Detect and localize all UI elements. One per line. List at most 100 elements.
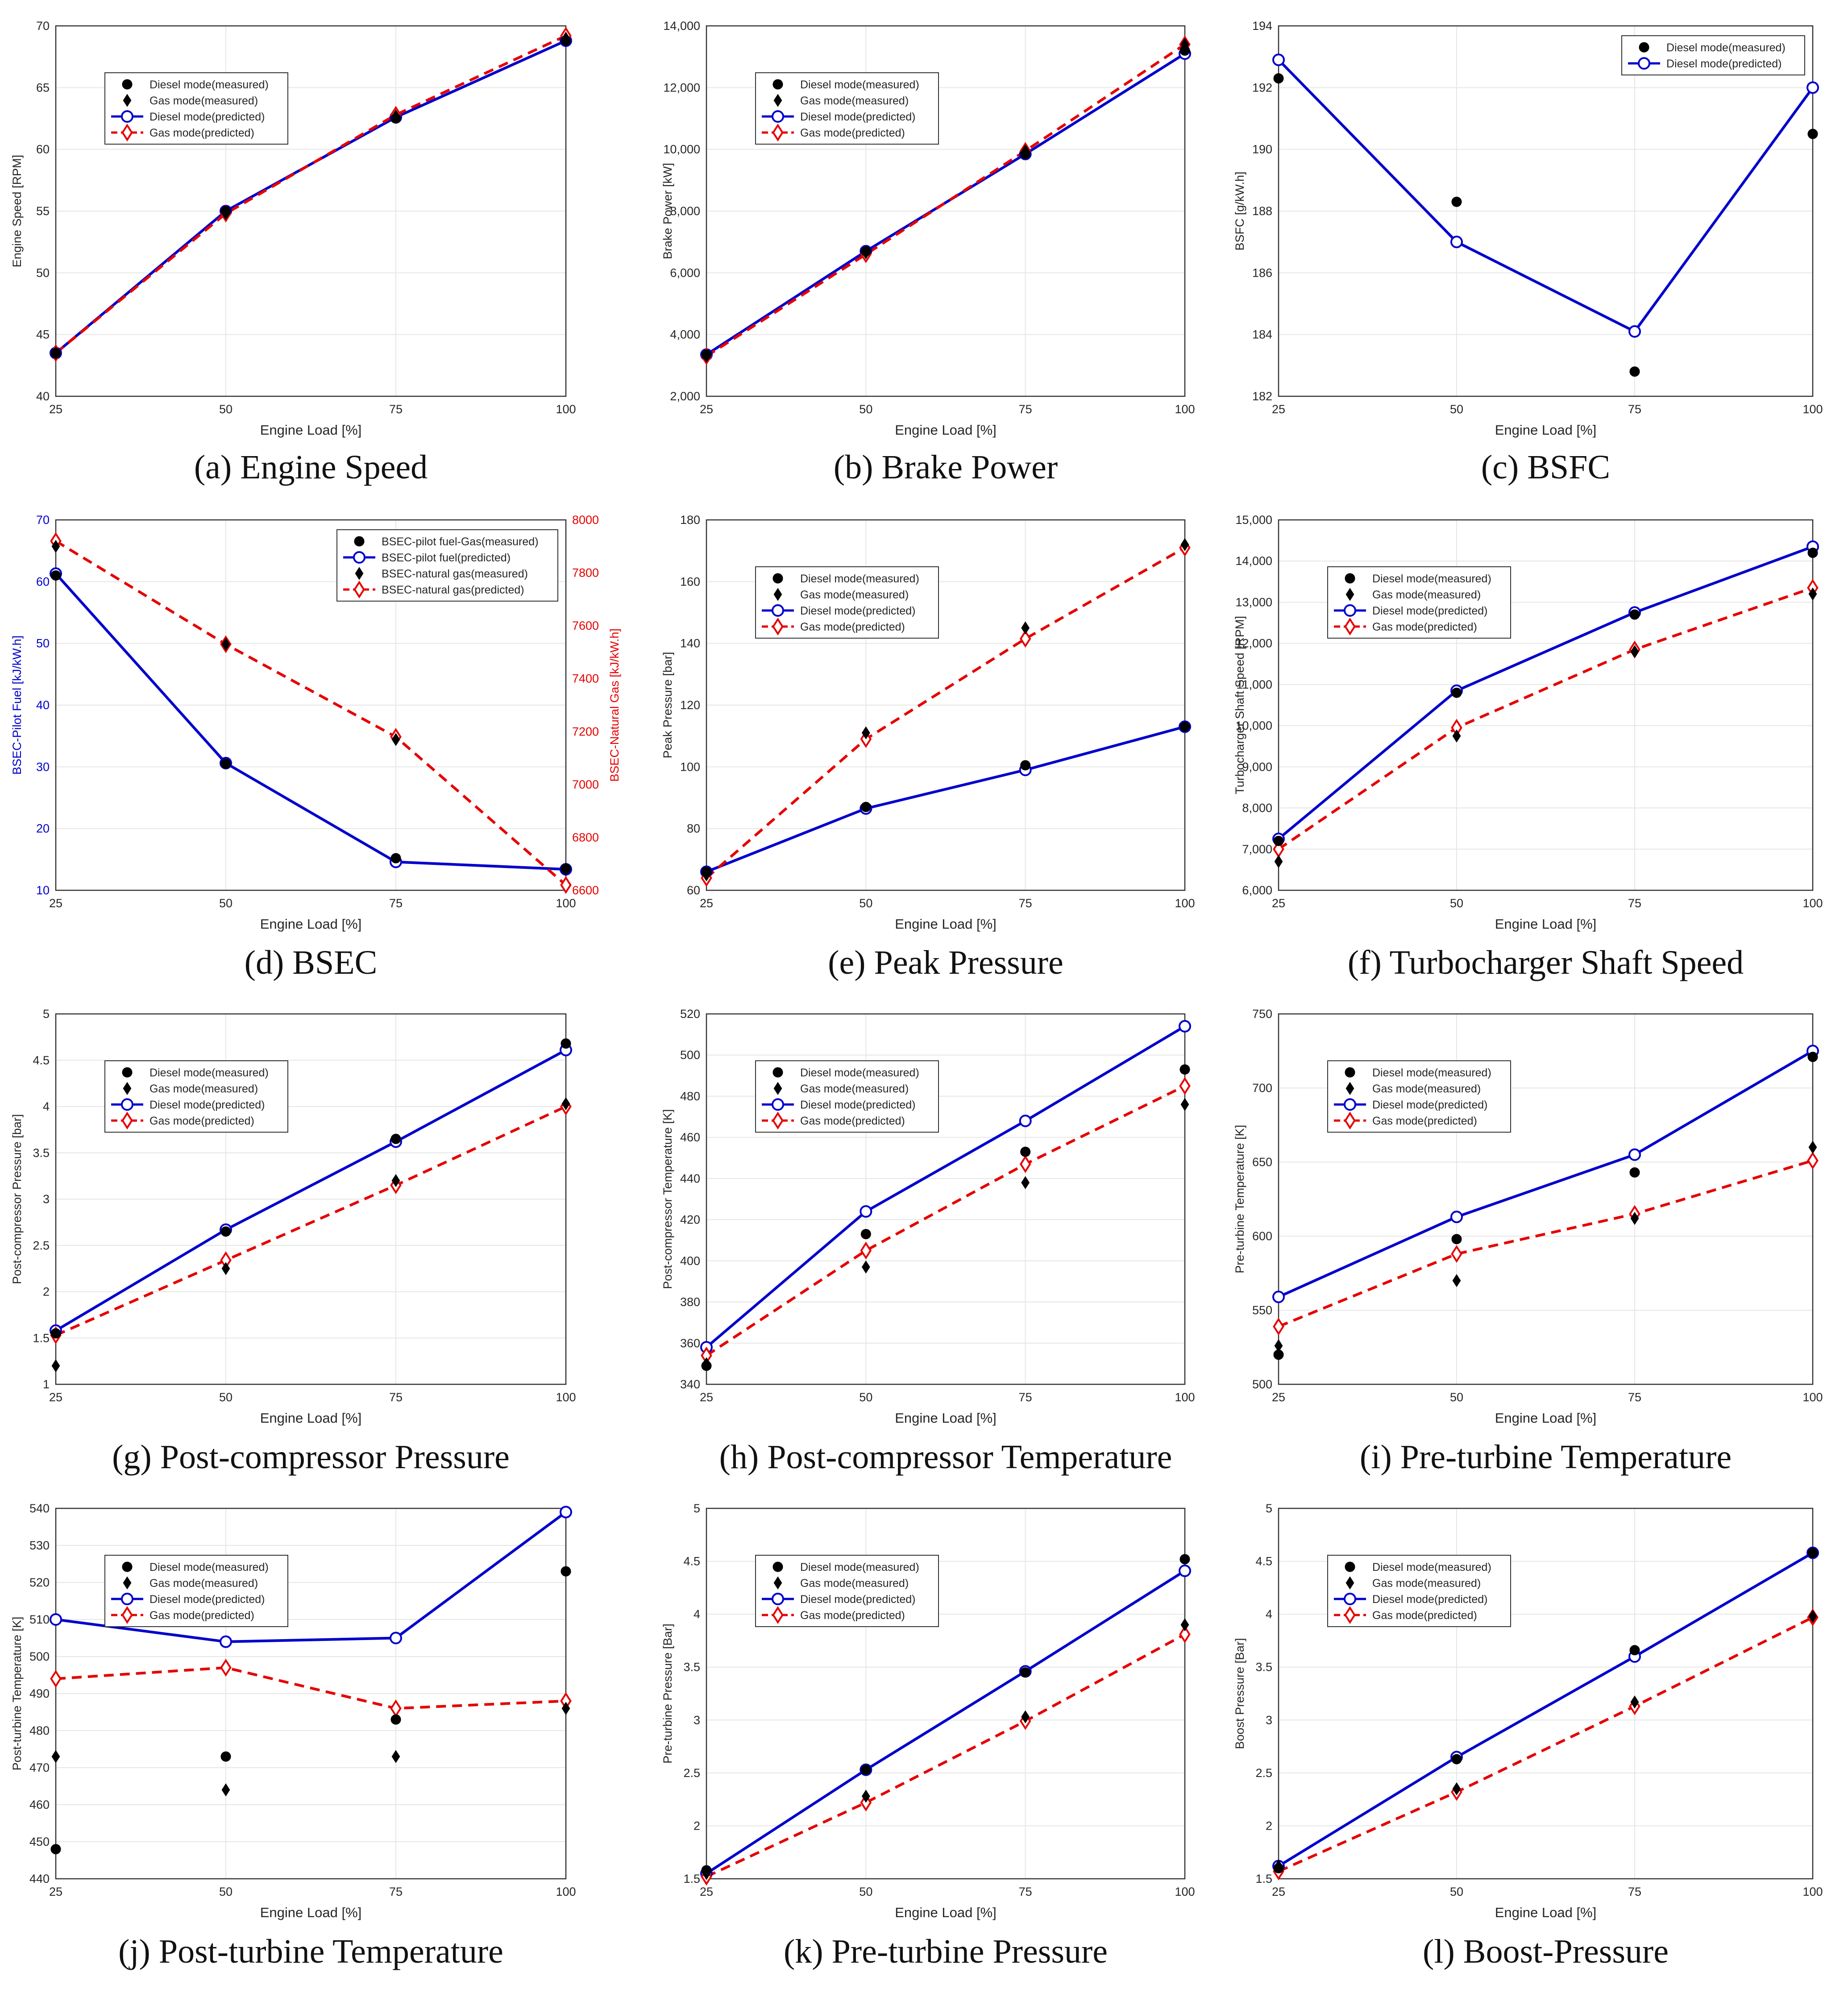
y-tick-label: 40 — [36, 698, 50, 712]
data-point — [1274, 855, 1283, 868]
data-point — [1450, 1210, 1463, 1223]
panel-caption: (k) Pre-turbine Pressure — [784, 1933, 1108, 1970]
data-point — [1179, 1625, 1191, 1644]
legend: Diesel mode(measured) Gas mode(measured) D… — [104, 72, 288, 145]
legend-label: Diesel mode(measured) — [150, 79, 269, 91]
data-point — [1180, 538, 1189, 552]
y-tick-label: 440 — [29, 1872, 50, 1885]
x-tick-label: 100 — [556, 897, 576, 910]
y-tick-label: 50 — [36, 637, 50, 650]
data-point — [391, 733, 400, 746]
legend-label: Diesel mode(measured) — [1372, 1561, 1491, 1574]
legend-label: Diesel mode(measured) — [800, 1561, 919, 1574]
y-tick-label: 70 — [36, 513, 50, 527]
y-tick-label: 4.5 — [1255, 1555, 1272, 1568]
x-axis-label: Engine Load [%] — [260, 422, 362, 438]
y-tick-label: 10,000 — [1235, 719, 1272, 732]
legend-label: Gas mode(measured) — [800, 95, 909, 107]
data-point — [51, 540, 60, 553]
x-tick-label: 50 — [859, 403, 872, 416]
legend-marker — [1346, 1082, 1354, 1095]
y-tick-label: 10,000 — [663, 143, 700, 156]
legend-marker — [1345, 573, 1355, 584]
series-line — [1277, 58, 1814, 333]
axes-frame — [706, 519, 1186, 891]
y-tick-label: 5 — [43, 1007, 50, 1021]
legend-marker — [123, 1576, 132, 1590]
data-point — [1021, 621, 1030, 635]
y-tick-label: 60 — [36, 575, 50, 588]
data-point — [221, 207, 230, 220]
legend-label: Diesel mode(measured) — [1372, 573, 1491, 585]
data-point — [1630, 645, 1639, 658]
x-tick-label: 50 — [219, 897, 233, 910]
y-right-tick-label: 7400 — [572, 672, 599, 685]
data-point — [1629, 366, 1640, 377]
legend-marker — [122, 1561, 133, 1572]
data-point — [1451, 687, 1462, 698]
y-tick-label: 490 — [29, 1687, 50, 1700]
x-tick-label: 75 — [389, 1885, 403, 1898]
legend-label: Gas mode(measured) — [150, 95, 258, 107]
y-axis-label: Pre-turbine Temperature [K] — [1233, 1125, 1246, 1274]
y-tick-label: 480 — [29, 1724, 50, 1737]
x-axis-label: Engine Load [%] — [1495, 1410, 1597, 1426]
y-tick-label: 45 — [36, 328, 50, 341]
y-tick-label: 3 — [1266, 1713, 1272, 1727]
series-line — [1278, 1616, 1814, 1873]
series-line — [706, 1570, 1186, 1875]
data-point — [390, 1714, 401, 1725]
legend-marker — [354, 536, 365, 547]
axes-frame — [1278, 519, 1814, 891]
x-axis-label: Engine Load [%] — [1495, 422, 1597, 438]
x-tick-label: 50 — [859, 1885, 872, 1898]
legend-marker — [772, 618, 784, 635]
y-tick-label: 3.5 — [1255, 1661, 1272, 1674]
legend-marker — [773, 588, 782, 601]
y-tick-label: 2.5 — [1255, 1766, 1272, 1780]
data-point — [702, 868, 711, 882]
x-tick-label: 75 — [1628, 1885, 1641, 1898]
data-point — [1021, 144, 1030, 158]
x-tick-label: 50 — [1450, 1885, 1463, 1898]
data-point — [1019, 1114, 1032, 1127]
data-point — [1020, 760, 1031, 771]
y-tick-label: 188 — [1252, 204, 1272, 218]
data-point — [391, 1750, 400, 1763]
legend: Diesel mode(measured) Gas mode(measured) D… — [755, 72, 939, 145]
x-axis-label: Engine Load [%] — [1495, 916, 1597, 932]
legend-marker — [773, 1576, 782, 1590]
legend-label: Diesel mode(predicted) — [1666, 58, 1782, 70]
legend-label: Gas mode(predicted) — [1372, 1115, 1477, 1127]
axes-frame — [706, 1013, 1186, 1385]
legend-label: Gas mode(measured) — [800, 1577, 909, 1590]
x-tick-label: 25 — [1272, 403, 1285, 416]
panel-caption: (d) BSEC — [245, 944, 378, 981]
data-point — [221, 1783, 230, 1797]
series-line — [55, 1666, 566, 1710]
x-tick-label: 25 — [49, 403, 62, 416]
series-line — [1278, 1050, 1814, 1298]
y-tick-label: 450 — [29, 1835, 50, 1848]
legend-label: Diesel mode(measured) — [800, 573, 919, 585]
data-point — [221, 637, 230, 651]
y-tick-label: 80 — [687, 822, 700, 835]
data-point — [1807, 548, 1818, 558]
y-tick-label: 500 — [680, 1048, 700, 1062]
x-tick-label: 75 — [1628, 403, 1641, 416]
x-tick-label: 100 — [556, 403, 576, 416]
series-line — [706, 1084, 1186, 1357]
legend-marker — [1344, 1098, 1356, 1111]
y-axis-label: Engine Speed [RPM] — [10, 155, 24, 267]
x-tick-label: 25 — [700, 403, 713, 416]
data-point — [1452, 729, 1461, 743]
y-axis-label: BSEC-Pilot Fuel [kJ/kW.h] — [10, 635, 24, 775]
y-axis-label: Turbocharger Shaft Speed [RPM] — [1233, 616, 1246, 794]
data-point — [860, 1229, 871, 1239]
data-point — [220, 1658, 232, 1677]
data-point — [1179, 1554, 1190, 1565]
y-tick-label: 750 — [1252, 1007, 1272, 1021]
data-point — [1629, 1645, 1640, 1656]
chart-panel-h: 340 360 380 400 420 440 460 480 500 520 25 50 75 100 E… — [661, 1007, 1195, 1476]
x-tick-label: 100 — [1175, 897, 1195, 910]
